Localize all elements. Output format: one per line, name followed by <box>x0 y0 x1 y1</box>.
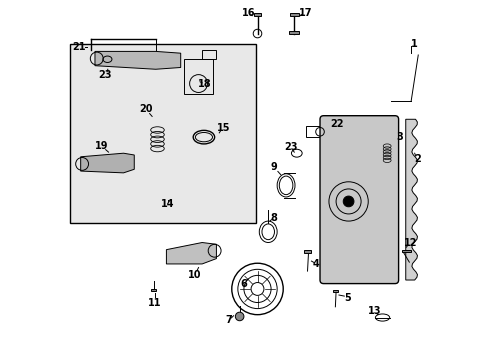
Text: 8: 8 <box>270 212 277 222</box>
Text: 19: 19 <box>95 141 108 151</box>
Bar <box>290 13 298 17</box>
Text: 20: 20 <box>139 104 152 114</box>
Bar <box>304 249 311 252</box>
Bar <box>306 126 334 137</box>
Text: 13: 13 <box>368 306 381 316</box>
Text: 11: 11 <box>148 298 162 308</box>
Polygon shape <box>95 51 181 69</box>
Bar <box>402 249 411 252</box>
Polygon shape <box>81 153 134 173</box>
Bar <box>184 59 213 94</box>
Text: 18: 18 <box>198 79 212 89</box>
Circle shape <box>235 312 244 321</box>
Text: 1: 1 <box>411 39 418 49</box>
Text: 7: 7 <box>225 315 232 325</box>
Text: 15: 15 <box>217 123 230 133</box>
Text: 12: 12 <box>404 238 417 248</box>
Polygon shape <box>406 119 417 280</box>
Text: 22: 22 <box>330 118 344 129</box>
Circle shape <box>343 196 354 207</box>
Bar <box>151 289 156 292</box>
Text: 23: 23 <box>98 69 112 80</box>
Text: 23: 23 <box>284 142 297 152</box>
Text: 10: 10 <box>188 270 202 280</box>
Text: 21: 21 <box>73 42 86 52</box>
Text: 9: 9 <box>270 162 277 172</box>
Text: 5: 5 <box>344 293 350 303</box>
Text: 4: 4 <box>313 259 320 269</box>
Polygon shape <box>167 243 217 264</box>
Bar <box>253 13 262 17</box>
FancyBboxPatch shape <box>320 116 398 284</box>
Text: 17: 17 <box>299 8 313 18</box>
Polygon shape <box>70 44 256 223</box>
Bar <box>333 290 338 292</box>
Text: 2: 2 <box>414 154 420 163</box>
Text: 16: 16 <box>242 8 255 18</box>
Text: 6: 6 <box>240 279 247 289</box>
Bar <box>202 50 217 59</box>
Text: 3: 3 <box>396 132 403 142</box>
Bar <box>289 31 299 34</box>
Text: 14: 14 <box>161 199 174 209</box>
